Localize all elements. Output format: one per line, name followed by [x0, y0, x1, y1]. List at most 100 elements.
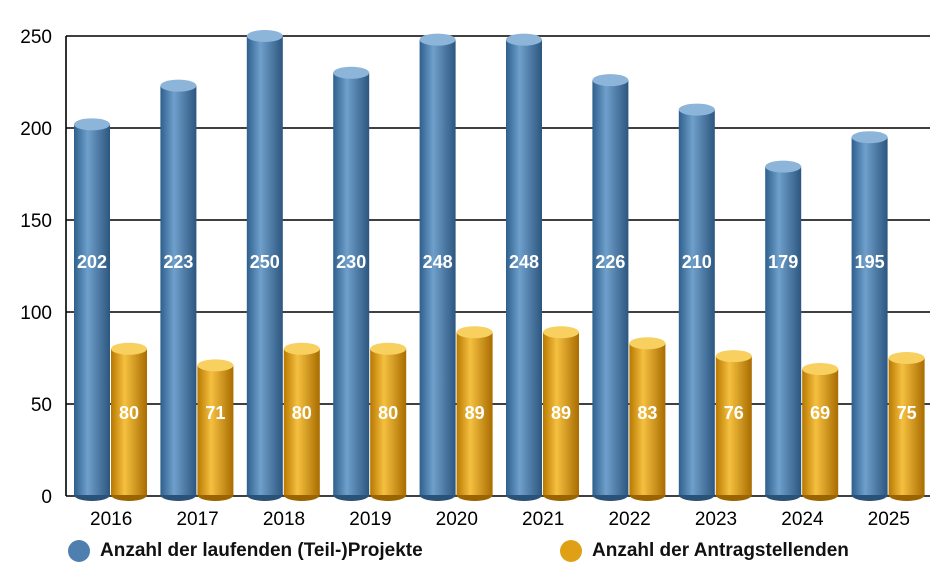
bar-body — [678, 109, 715, 495]
bar-projects: 226 — [592, 74, 629, 501]
bar-body — [74, 124, 110, 495]
bar-body — [592, 80, 629, 495]
bar-top — [246, 30, 283, 42]
bar-applicants: 71 — [197, 359, 234, 501]
bar-body — [197, 365, 234, 495]
bar-body — [543, 332, 579, 495]
bar-body — [715, 356, 752, 495]
data-label: 226 — [595, 252, 625, 272]
y-tick-label: 150 — [20, 211, 52, 232]
bar-top — [160, 79, 197, 92]
data-label: 210 — [682, 252, 712, 272]
bar-chart: 0 50 100 150 200 250 2016 2017 2018 2019 2020 2021 2… — [20, 27, 930, 530]
bar-top — [765, 160, 802, 173]
bar-top — [851, 131, 888, 144]
x-tick-label: 2023 — [695, 509, 737, 530]
bar-body — [333, 72, 370, 496]
data-label: 75 — [897, 403, 917, 423]
bar-top — [592, 74, 629, 87]
bar-applicants: 76 — [715, 350, 752, 501]
bar-body — [456, 332, 493, 495]
y-tick-label: 200 — [20, 119, 52, 140]
bar-top — [506, 33, 542, 46]
bar-applicants: 80 — [370, 342, 407, 501]
bar-top — [678, 103, 715, 116]
bar-top — [333, 66, 370, 79]
data-label: 71 — [205, 403, 225, 423]
bar-top — [888, 352, 925, 364]
legend-label-projects: Anzahl der laufenden (Teil-)Projekte — [100, 540, 423, 561]
data-label: 179 — [768, 252, 798, 272]
bar-applicants: 83 — [629, 337, 666, 501]
bar-top — [370, 342, 407, 355]
bar-body — [506, 39, 542, 496]
data-label: 248 — [509, 252, 539, 272]
bar-projects: 179 — [765, 160, 802, 501]
bar-top — [629, 337, 666, 350]
bar-body — [765, 166, 802, 495]
bar-body — [160, 85, 197, 496]
y-tick-label: 50 — [31, 395, 52, 416]
data-label: 89 — [551, 403, 571, 423]
bar-top — [802, 363, 839, 376]
legend: Anzahl der laufenden (Teil-)Projekte Anz… — [0, 540, 952, 572]
legend-swatch-blue-icon — [68, 540, 90, 562]
bar-projects: 195 — [851, 131, 888, 501]
bar-body — [370, 348, 407, 495]
data-label: 80 — [119, 403, 139, 423]
bar-projects: 210 — [678, 103, 715, 501]
y-tick-label: 250 — [20, 27, 52, 48]
legend-item-projects: Anzahl der laufenden (Teil-)Projekte — [68, 540, 423, 562]
bar-body — [283, 348, 320, 495]
bar-body — [419, 39, 456, 496]
bar-body — [802, 369, 839, 495]
x-tick-label: 2021 — [522, 509, 564, 530]
bar-applicants: 80 — [111, 342, 147, 501]
data-label: 195 — [855, 252, 885, 272]
bar-top — [111, 342, 147, 355]
bar-applicants: 89 — [456, 326, 493, 501]
x-tick-label: 2019 — [349, 509, 391, 530]
bar-top — [543, 326, 579, 339]
y-tick-label: 0 — [41, 487, 52, 508]
bar-top — [419, 33, 456, 46]
bar-projects: 248 — [419, 33, 456, 501]
data-label: 80 — [378, 403, 398, 423]
bar-top — [456, 326, 493, 339]
bar-applicants: 69 — [802, 363, 839, 501]
x-tick-label: 2018 — [263, 509, 305, 530]
x-tick-label: 2025 — [868, 509, 910, 530]
data-label: 76 — [724, 403, 744, 423]
data-label: 69 — [810, 403, 830, 423]
bar-body — [629, 343, 666, 495]
bar-body — [246, 36, 283, 495]
bar-top — [74, 118, 110, 131]
data-label: 223 — [163, 252, 193, 272]
x-tick-label: 2024 — [781, 509, 824, 530]
x-tick-label: 2020 — [436, 509, 478, 530]
bar-top — [283, 342, 320, 355]
bar-applicants: 80 — [283, 342, 320, 501]
data-label: 250 — [250, 252, 280, 272]
bar-projects: 223 — [160, 79, 197, 501]
bar-applicants: 75 — [888, 352, 925, 501]
bar-body — [111, 348, 147, 495]
bar-projects: 230 — [333, 66, 370, 501]
x-tick-label: 2017 — [176, 509, 218, 530]
bar-projects: 250 — [246, 30, 283, 501]
data-label: 83 — [637, 403, 657, 423]
x-tick-label: 2016 — [90, 509, 132, 530]
data-label: 80 — [292, 403, 312, 423]
bar-projects: 248 — [506, 33, 542, 501]
legend-item-applicants: Anzahl der Antragstellenden — [560, 540, 849, 562]
x-tick-label: 2022 — [608, 509, 650, 530]
legend-label-applicants: Anzahl der Antragstellenden — [592, 540, 849, 561]
bar-top — [197, 359, 234, 372]
bar-body — [851, 137, 888, 495]
bar-top — [715, 350, 752, 363]
data-label: 230 — [336, 252, 366, 272]
data-label: 202 — [77, 252, 107, 272]
y-tick-label: 100 — [20, 303, 52, 324]
bar-projects: 202 — [74, 118, 110, 501]
